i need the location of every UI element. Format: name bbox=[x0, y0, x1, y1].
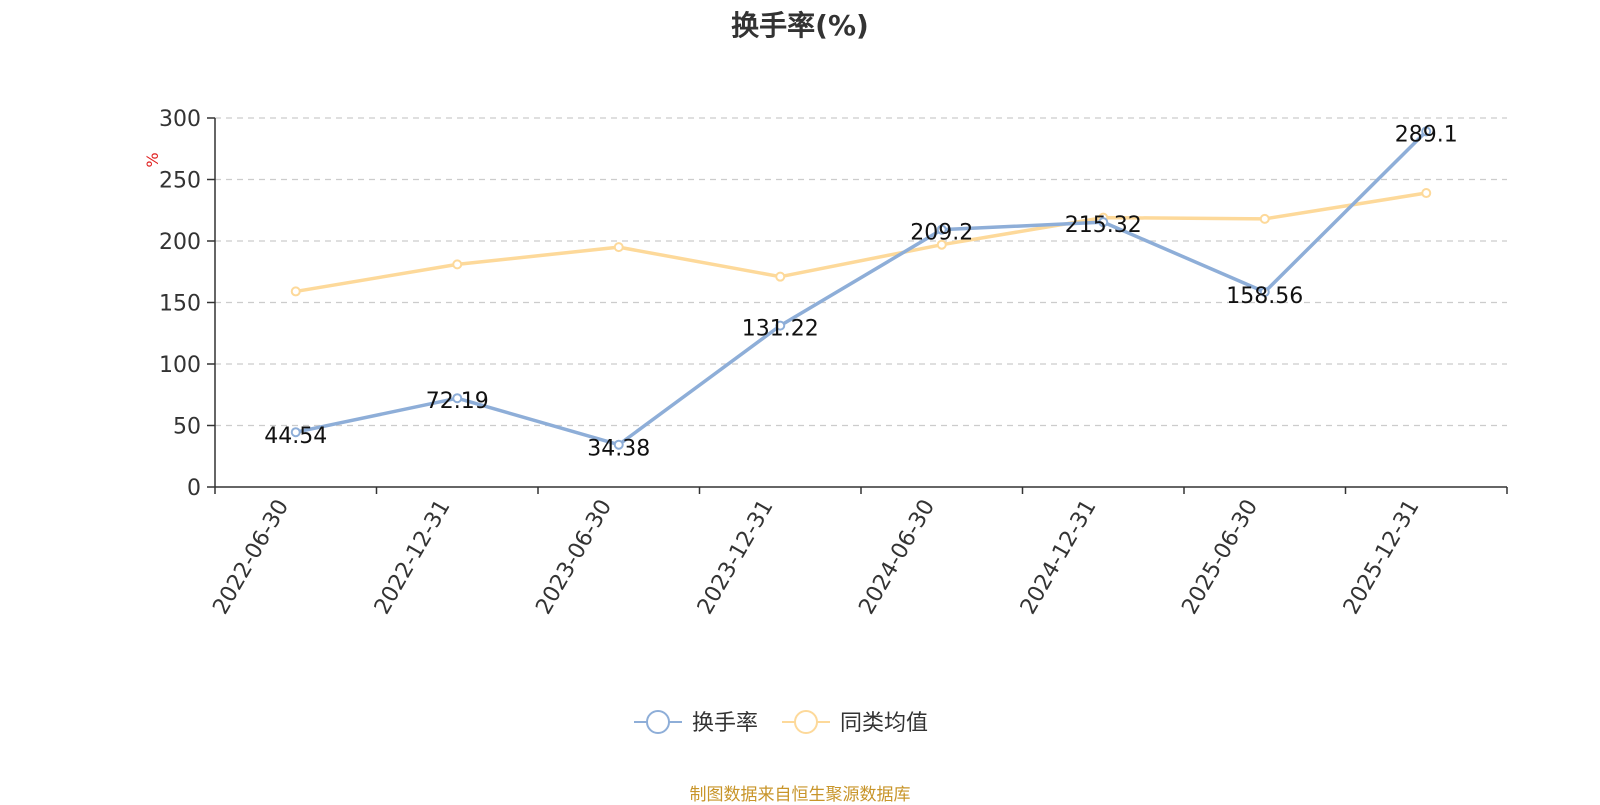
y-tick-label: 250 bbox=[159, 169, 201, 194]
legend-marker bbox=[794, 710, 818, 734]
y-axis-label: % bbox=[143, 152, 162, 167]
data-label: 209.2 bbox=[910, 221, 973, 246]
legend-label: 同类均值 bbox=[840, 711, 928, 736]
y-tick-label: 100 bbox=[159, 353, 201, 378]
x-tick-label: 2024-06-30 bbox=[854, 496, 940, 619]
x-tick-label: 2022-12-31 bbox=[370, 496, 456, 619]
data-label: 215.32 bbox=[1065, 213, 1142, 238]
data-point bbox=[1421, 188, 1432, 199]
legend-label: 换手率 bbox=[692, 711, 758, 736]
series bbox=[290, 126, 1432, 450]
data-point bbox=[936, 224, 947, 235]
data-label: 289.1 bbox=[1395, 122, 1458, 147]
legend-item[interactable]: 换手率 bbox=[634, 710, 758, 736]
data-point bbox=[452, 393, 463, 404]
y-tick-label: 150 bbox=[159, 292, 201, 317]
x-tick-label: 2023-12-31 bbox=[693, 496, 779, 619]
data-label: 158.56 bbox=[1226, 284, 1303, 309]
data-point bbox=[290, 427, 301, 438]
x-tick-label: 2025-06-30 bbox=[1177, 496, 1263, 619]
y-tick-label: 300 bbox=[159, 107, 201, 132]
data-point bbox=[775, 271, 786, 282]
data-point bbox=[936, 239, 947, 250]
y-tick-label: 200 bbox=[159, 230, 201, 255]
axes: 0 50 100 150 200 250 300 2022-06-30 2022-12-31 20… bbox=[159, 107, 1508, 619]
data-label: 131.22 bbox=[742, 317, 819, 342]
data-label: 34.38 bbox=[587, 437, 650, 462]
x-tick-label: 2022-06-30 bbox=[208, 496, 294, 619]
x-tick-label: 2025-12-31 bbox=[1339, 496, 1425, 619]
data-point bbox=[613, 242, 624, 253]
series-line bbox=[295, 191, 1427, 294]
data-label: 44.54 bbox=[264, 424, 327, 449]
data-point bbox=[1421, 126, 1432, 137]
chart-title: 换手率(%) bbox=[731, 9, 869, 42]
legend-item[interactable]: 同类均值 bbox=[782, 710, 928, 736]
y-tick-label: 50 bbox=[173, 415, 201, 440]
x-tick-label: 2023-06-30 bbox=[531, 496, 617, 619]
data-point bbox=[1259, 286, 1270, 297]
data-point bbox=[613, 439, 624, 450]
data-point bbox=[290, 286, 301, 297]
data-label: 72.19 bbox=[426, 389, 489, 414]
legend: 换手率 同类均值 bbox=[634, 710, 928, 736]
y-tick-label: 0 bbox=[187, 476, 201, 501]
data-point bbox=[452, 259, 463, 270]
data-point bbox=[1098, 217, 1109, 228]
data-labels: 44.54 72.19 34.38 131.22 209.2 215.32 158.56 28… bbox=[264, 122, 1457, 461]
source-note: 制图数据来自恒生聚源数据库 bbox=[689, 785, 911, 805]
data-point bbox=[775, 320, 786, 331]
x-tick-label: 2024-12-31 bbox=[1016, 496, 1102, 619]
series-line bbox=[295, 130, 1428, 447]
data-point bbox=[1259, 213, 1270, 224]
legend-marker bbox=[646, 710, 670, 734]
